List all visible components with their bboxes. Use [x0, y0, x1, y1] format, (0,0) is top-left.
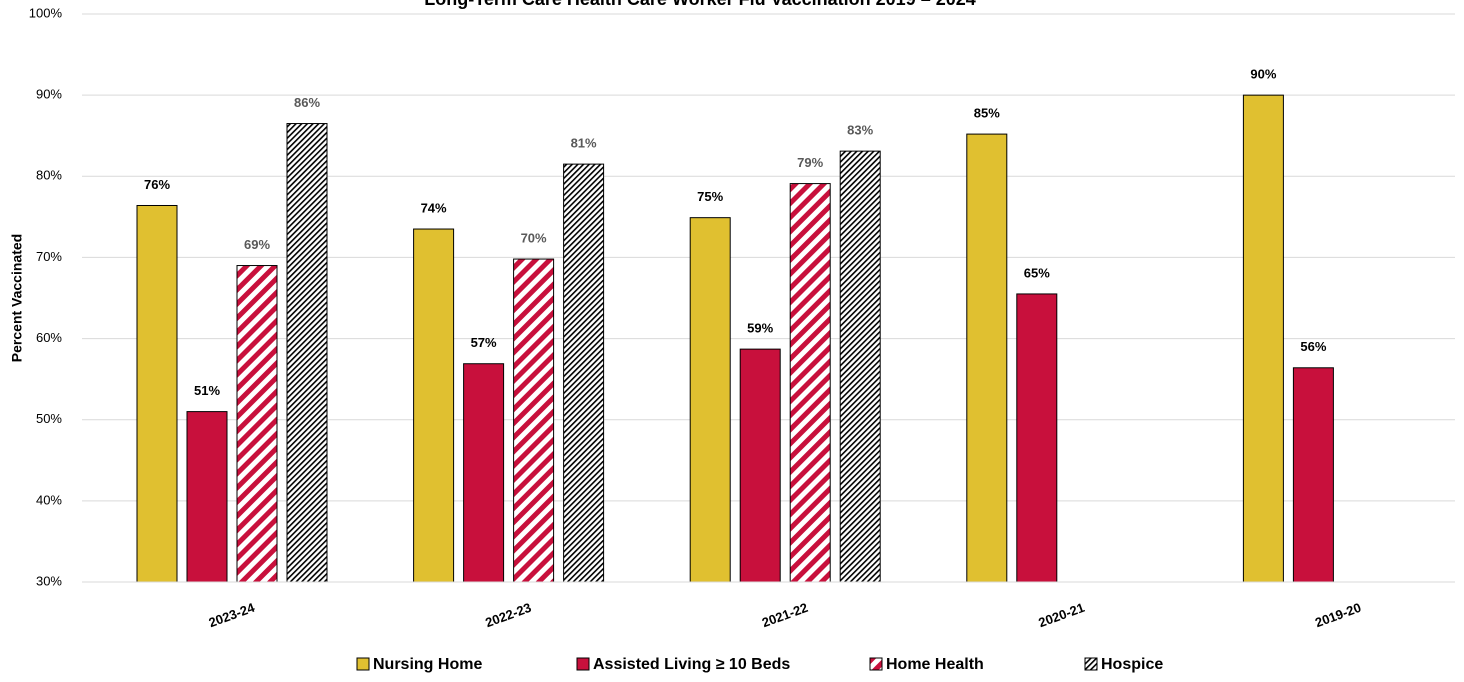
value-label: 86%	[294, 95, 320, 110]
y-tick-label: 100%	[29, 5, 63, 20]
value-label: 51%	[194, 383, 220, 398]
value-label: 85%	[974, 106, 1000, 121]
bar	[689, 217, 731, 583]
value-label: 79%	[797, 155, 823, 170]
bar	[186, 411, 228, 583]
legend-swatch	[869, 657, 883, 671]
bar	[1292, 367, 1334, 583]
value-label: 69%	[244, 237, 270, 252]
bar	[839, 150, 881, 583]
value-label: 76%	[144, 177, 170, 192]
value-label: 74%	[421, 200, 447, 215]
value-label: 75%	[697, 189, 723, 204]
bar	[513, 258, 555, 583]
chart-title: Long-Term Care Health Care Worker Flu Va…	[424, 0, 976, 9]
y-tick-label: 30%	[36, 573, 62, 588]
x-tick-label: 2020-21	[1036, 600, 1086, 630]
legend-label: Hospice	[1101, 656, 1163, 673]
y-tick-label: 90%	[36, 87, 62, 102]
value-label: 65%	[1024, 265, 1050, 280]
bar	[463, 363, 505, 583]
bar	[739, 348, 781, 583]
y-tick-label: 80%	[36, 168, 62, 183]
legend-swatch	[356, 657, 370, 671]
value-label: 56%	[1300, 339, 1326, 354]
bar	[413, 228, 455, 583]
bar	[236, 265, 278, 583]
y-tick-label: 40%	[36, 492, 62, 507]
bar	[1242, 94, 1284, 583]
value-label: 70%	[521, 230, 547, 245]
bar	[563, 163, 605, 583]
bar	[286, 123, 328, 583]
bar	[966, 133, 1008, 583]
value-label: 83%	[847, 123, 873, 138]
y-tick-label: 60%	[36, 330, 62, 345]
y-tick-label: 70%	[36, 249, 62, 264]
y-tick-label: 50%	[36, 411, 62, 426]
value-label: 81%	[571, 136, 597, 151]
legend-swatch	[1084, 657, 1098, 671]
x-tick-label: 2022-23	[483, 600, 533, 630]
x-tick-label: 2021-22	[760, 600, 810, 630]
legend-label: Nursing Home	[373, 656, 482, 673]
legend-swatch	[576, 657, 590, 671]
legend-label: Home Health	[886, 656, 984, 673]
y-axis-label: Percent Vaccinated	[9, 234, 25, 362]
bar	[136, 204, 178, 583]
value-label: 59%	[747, 321, 773, 336]
value-label: 90%	[1250, 67, 1276, 82]
x-tick-label: 2023-24	[207, 600, 258, 631]
value-label: 57%	[471, 335, 497, 350]
bar	[789, 183, 831, 583]
bar	[1016, 293, 1058, 583]
x-tick-label: 2019-20	[1313, 600, 1363, 630]
legend-label: Assisted Living ≥ 10 Beds	[593, 656, 790, 673]
